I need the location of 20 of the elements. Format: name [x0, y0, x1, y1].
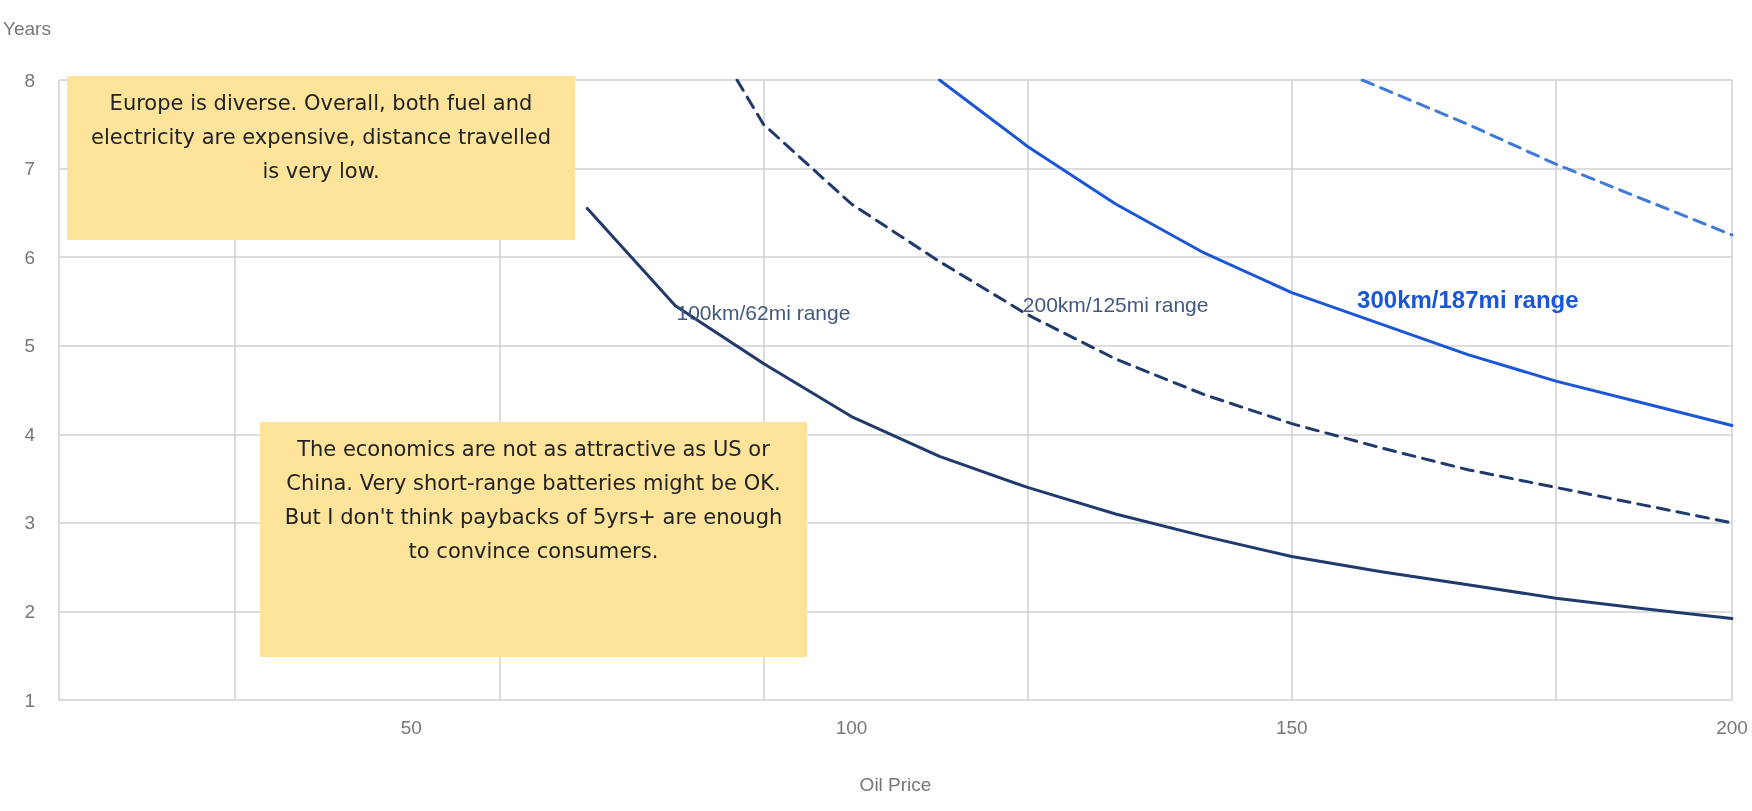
x-tick-label: 150 — [1275, 717, 1308, 738]
annotation: Europe is diverse. Overall, both fuel and electricity are expensive, distance travelled is very low. — [90, 90, 552, 185]
y-tick-label: 5 — [24, 335, 35, 357]
annotation: The economics are not as attractive as US or China. Very short-range batteries might be OK. But I don't think paybacks of 5yrs+ are enough to convince consumers. — [283, 436, 784, 565]
x-tick-label: 100 — [835, 717, 868, 738]
y-tick-label: 6 — [24, 246, 35, 268]
y-tick-label: 3 — [24, 512, 35, 534]
y-tick-label: 2 — [24, 600, 35, 622]
line-series — [938, 78, 1734, 427]
y-tick-label: 4 — [24, 423, 36, 445]
x-axis-title: Oil Price — [859, 774, 932, 795]
line-series — [1360, 78, 1734, 237]
x-tick-label: 200 — [1716, 717, 1748, 738]
x-tick-label: 50 — [400, 717, 422, 738]
y-tick-label: 7 — [24, 158, 35, 180]
series-label: 300km/187mi range — [1357, 286, 1579, 314]
series-label: 200km/125mi range — [1022, 292, 1209, 316]
y-axis-title: Years — [3, 18, 51, 39]
y-tick-label: 1 — [24, 689, 35, 711]
y-tick-label: 8 — [24, 69, 35, 91]
